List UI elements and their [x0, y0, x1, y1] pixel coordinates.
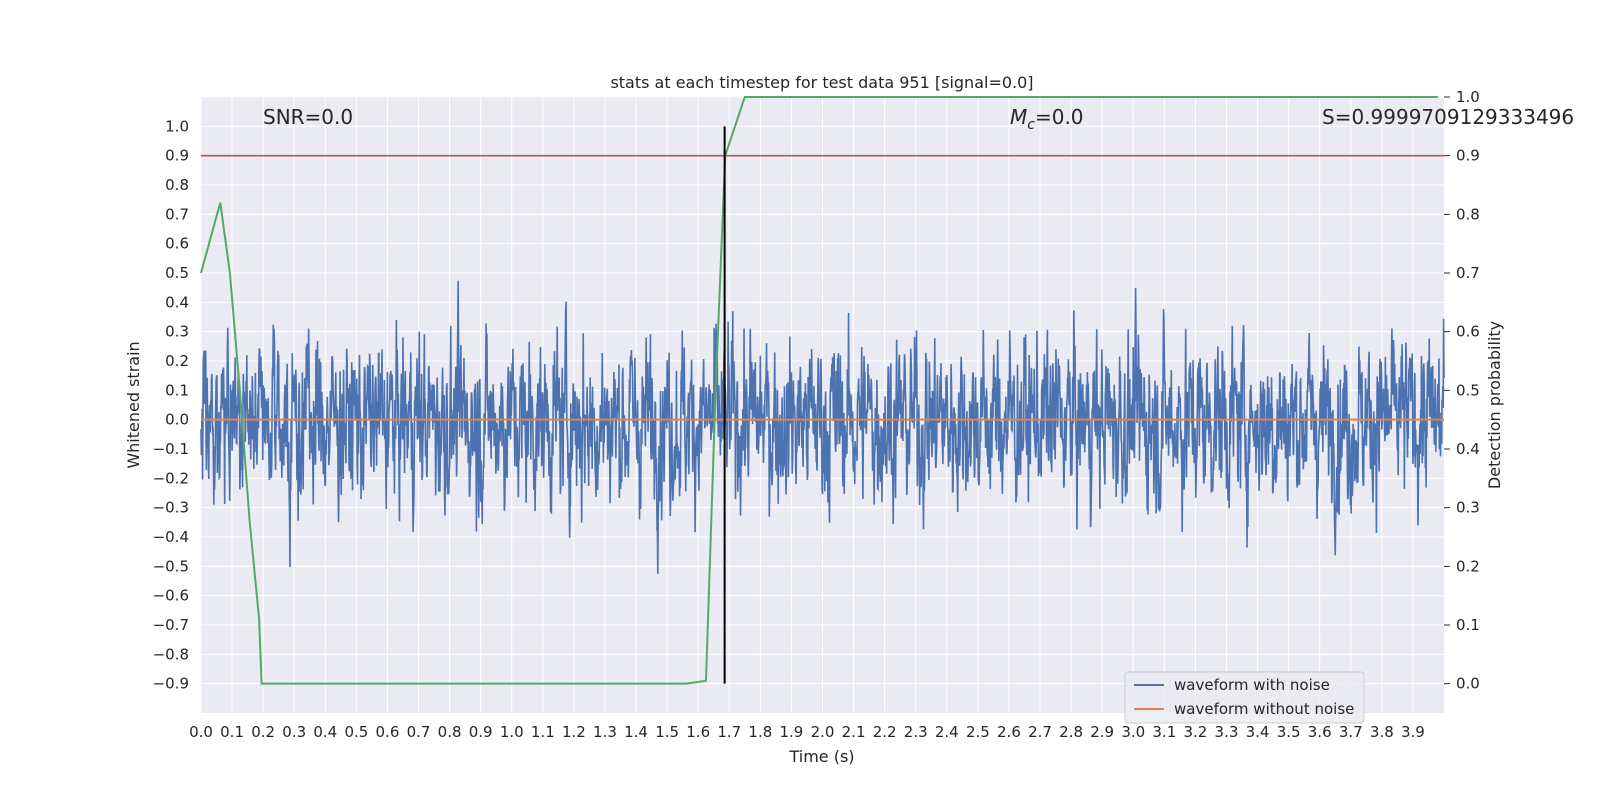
tick-labels: 0.0 0.1 0.2 0.3 0.4 0.5 0.6 0.7 0.8 0.9 1.0 1.1 1.2 1… [153, 88, 1480, 741]
y-tick-label-left: −0.7 [153, 616, 189, 634]
x-tick-label: 1.5 [655, 723, 679, 741]
snr-annotation: SNR=0.0 [263, 105, 353, 129]
y-tick-label-right: 0.2 [1456, 557, 1480, 575]
y-tick-label-right: 0.8 [1456, 205, 1480, 223]
x-tick-label: 0.7 [407, 723, 431, 741]
y-tick-label-right: 0.5 [1456, 381, 1480, 399]
y-tick-label-right: 1.0 [1456, 88, 1480, 106]
x-tick-label: 1.1 [531, 723, 555, 741]
x-tick-label: 2.0 [811, 723, 835, 741]
y-tick-label-left: −0.1 [153, 440, 189, 458]
y-tick-label-left: −0.8 [153, 645, 189, 663]
y-tick-label-left: −0.2 [153, 469, 189, 487]
x-tick-label: 0.9 [469, 723, 493, 741]
waveform-with-noise-line [200, 280, 1445, 574]
series-waveform-with-noise [200, 280, 1445, 574]
detection-probability-line [200, 96, 1438, 685]
y-tick-label-left: 0.0 [165, 411, 189, 429]
y-tick-label-left: 0.8 [165, 176, 189, 194]
y-tick-label-right: 0.4 [1456, 440, 1480, 458]
y-axis-label-right: Detection probability [1485, 321, 1504, 489]
y-tick-label-left: −0.3 [153, 499, 189, 517]
overlay-lines [200, 96, 1444, 685]
x-tick-label: 2.2 [873, 723, 897, 741]
y-tick-label-right: 0.7 [1456, 264, 1480, 282]
x-tick-label: 2.3 [904, 723, 928, 741]
chirp-mass-value: =0.0 [1035, 105, 1084, 129]
x-tick-label: 3.4 [1246, 723, 1270, 741]
y-tick-label-right: 0.9 [1456, 147, 1480, 165]
chirp-mass-symbol: M [1010, 105, 1027, 129]
y-tick-label-left: 0.5 [165, 264, 189, 282]
x-tick-label: 0.5 [344, 723, 368, 741]
x-tick-label: 1.6 [686, 723, 710, 741]
x-tick-label: 0.8 [438, 723, 462, 741]
s-annotation: S=0.9999709129333496 [1322, 105, 1574, 129]
chirp-mass-subscript: c [1027, 117, 1035, 133]
y-tick-label-right: 0.1 [1456, 616, 1480, 634]
x-tick-label: 2.1 [842, 723, 866, 741]
chirp-mass-annotation: Mc=0.0 [1010, 105, 1084, 133]
x-tick-label: 1.8 [748, 723, 772, 741]
x-tick-label: 2.7 [1028, 723, 1052, 741]
y-tick-label-left: 0.3 [165, 323, 189, 341]
y-tick-label-left: 0.6 [165, 235, 189, 253]
legend-box [1124, 671, 1365, 724]
x-tick-label: 3.6 [1308, 723, 1332, 741]
y-tick-label-left: 1.0 [165, 117, 189, 135]
y-tick-label-left: 0.9 [165, 147, 189, 165]
x-tick-label: 3.3 [1215, 723, 1239, 741]
x-tick-label: 1.2 [562, 723, 586, 741]
y-tick-label-right: 0.0 [1456, 675, 1480, 693]
legend: waveform with noise waveform without noi… [1124, 671, 1365, 724]
x-tick-label: 2.4 [935, 723, 959, 741]
y-tick-label-left: −0.6 [153, 587, 189, 605]
y-tick-label-left: −0.4 [153, 528, 189, 546]
x-tick-label: 2.6 [997, 723, 1021, 741]
x-tick-label: 0.6 [376, 723, 400, 741]
x-tick-label: 3.1 [1152, 723, 1176, 741]
x-tick-label: 3.7 [1339, 723, 1363, 741]
x-axis-label: Time (s) [788, 747, 854, 766]
x-tick-label: 2.8 [1059, 723, 1083, 741]
x-tick-label: 1.7 [717, 723, 741, 741]
x-tick-label: 3.8 [1370, 723, 1394, 741]
x-tick-label: 3.9 [1401, 723, 1425, 741]
y-axis-label-left: Whitened strain [124, 341, 143, 468]
y-tick-label-left: −0.9 [153, 675, 189, 693]
y-tick-label-left: 0.7 [165, 205, 189, 223]
x-tick-label: 1.4 [624, 723, 648, 741]
y-tick-label-right: 0.3 [1456, 499, 1480, 517]
x-tick-label: 3.0 [1121, 723, 1145, 741]
x-tick-label: 1.0 [500, 723, 524, 741]
x-tick-label: 3.2 [1183, 723, 1207, 741]
x-tick-label: 0.3 [282, 723, 306, 741]
x-tick-label: 2.5 [966, 723, 990, 741]
x-tick-label: 3.5 [1277, 723, 1301, 741]
x-tick-label: 0.4 [313, 723, 337, 741]
x-tick-label: 2.9 [1090, 723, 1114, 741]
y-tick-label-left: −0.5 [153, 557, 189, 575]
legend-label-waveform-with-noise: waveform with noise [1174, 676, 1330, 694]
x-tick-label: 0.0 [189, 723, 213, 741]
y-tick-label-left: 0.2 [165, 352, 189, 370]
y-tick-label-right: 0.6 [1456, 323, 1480, 341]
chart-title: stats at each timestep for test data 951… [610, 73, 1033, 92]
x-tick-label: 1.3 [593, 723, 617, 741]
legend-label-waveform-without-noise: waveform without noise [1174, 700, 1354, 718]
x-tick-label: 1.9 [779, 723, 803, 741]
y-tick-label-left: 0.1 [165, 381, 189, 399]
x-tick-label: 0.2 [251, 723, 275, 741]
x-tick-label: 0.1 [220, 723, 244, 741]
y-tick-label-left: 0.4 [165, 293, 189, 311]
